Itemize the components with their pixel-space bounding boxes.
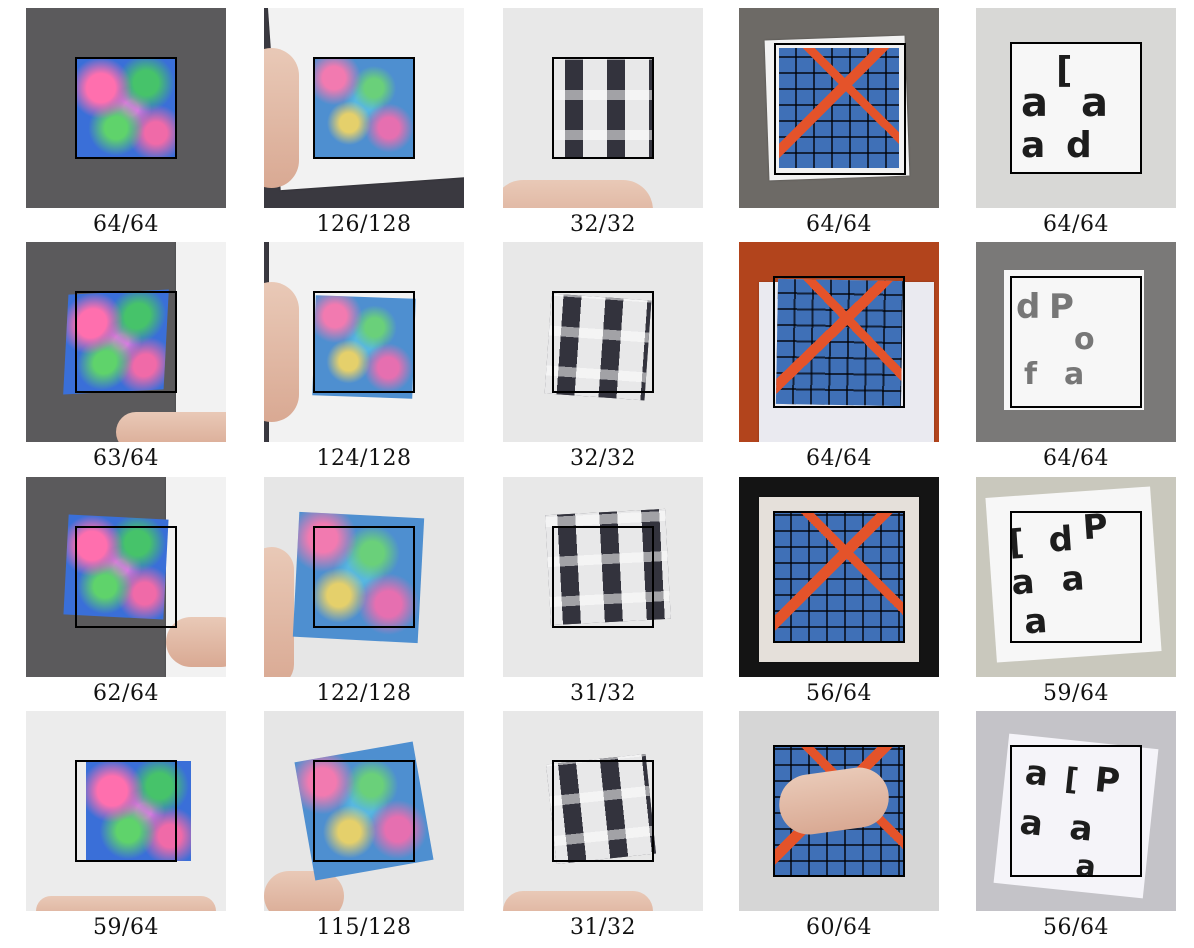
grid-cell-r2c0: 62/64 <box>26 477 226 709</box>
score-caption: 124/128 <box>316 446 412 471</box>
grid-cell-r0c2: 32/32 <box>503 8 703 240</box>
grid-cell-r1c1: 124/128 <box>264 242 464 474</box>
reference-box <box>75 57 177 159</box>
reference-box <box>552 291 654 393</box>
grid-cell-r0c0: 64/64 <box>26 8 226 240</box>
grid-cell-r2c3: 56/64 <box>739 477 939 709</box>
reference-box <box>313 760 415 862</box>
grid-cell-r1c2: 32/32 <box>503 242 703 474</box>
grid-cell-r0c4: a [ a a d 64/64 <box>976 8 1176 240</box>
grid-cell-r1c4: d P o f a 64/64 <box>976 242 1176 474</box>
pattern: d P o f a <box>1004 270 1144 410</box>
photo-r3c1 <box>264 711 464 911</box>
grid-cell-r2c2: 31/32 <box>503 477 703 709</box>
photo-r0c0 <box>26 8 226 208</box>
photo-r0c3 <box>739 8 939 208</box>
score-caption: 64/64 <box>806 446 872 471</box>
pattern <box>553 58 653 158</box>
photo-r2c0 <box>26 477 226 677</box>
score-caption: 56/64 <box>806 681 872 706</box>
reference-box <box>773 745 905 877</box>
reference-box <box>1010 42 1142 174</box>
photo-r2c3 <box>739 477 939 677</box>
photo-r1c1 <box>264 242 464 442</box>
score-caption: 122/128 <box>316 681 412 706</box>
score-caption: 32/32 <box>570 212 636 237</box>
score-caption: 64/64 <box>93 212 159 237</box>
photo-r0c2 <box>503 8 703 208</box>
pattern: a [ a a d <box>1011 43 1141 173</box>
score-caption: 32/32 <box>570 446 636 471</box>
grid-cell-r2c4: [ d P a a a 59/64 <box>976 477 1176 709</box>
grid-cell-r3c1: 115/128 <box>264 711 464 943</box>
score-caption: 115/128 <box>316 915 412 940</box>
score-caption: 64/64 <box>1043 212 1109 237</box>
reference-box <box>75 760 177 862</box>
reference-box <box>75 291 177 393</box>
photo-r2c2 <box>503 477 703 677</box>
score-caption: 126/128 <box>316 212 412 237</box>
score-caption: 59/64 <box>93 915 159 940</box>
score-caption: 31/32 <box>570 681 636 706</box>
grid-cell-r1c0: 63/64 <box>26 242 226 474</box>
photo-r2c1 <box>264 477 464 677</box>
grid-cell-r3c2: 31/32 <box>503 711 703 943</box>
pattern <box>774 512 904 642</box>
score-caption: 62/64 <box>93 681 159 706</box>
pattern <box>76 58 176 158</box>
grid-cell-r0c1: 126/128 <box>264 8 464 240</box>
reference-box <box>1010 511 1142 643</box>
grid-cell-r0c3: 64/64 <box>739 8 939 240</box>
photo-r1c3 <box>739 242 939 442</box>
reference-box <box>1010 276 1142 408</box>
photo-r0c4: a [ a a d <box>976 8 1176 208</box>
score-caption: 59/64 <box>1043 681 1109 706</box>
reference-box <box>313 291 415 393</box>
photo-r1c2 <box>503 242 703 442</box>
score-caption: 64/64 <box>1043 446 1109 471</box>
photo-r0c1 <box>264 8 464 208</box>
reference-box <box>774 43 906 175</box>
reference-box <box>552 57 654 159</box>
grid-cell-r3c0: 59/64 <box>26 711 226 943</box>
reference-box <box>313 57 415 159</box>
reference-box <box>552 526 654 628</box>
reference-box <box>773 511 905 643</box>
photo-r3c4: a [ P a a a <box>976 711 1176 911</box>
grid-cell-r3c4: a [ P a a a 56/64 <box>976 711 1176 943</box>
photo-r2c4: [ d P a a a <box>976 477 1176 677</box>
score-caption: 64/64 <box>806 212 872 237</box>
photo-r3c2 <box>503 711 703 911</box>
reference-box <box>313 526 415 628</box>
pattern <box>86 761 191 861</box>
reference-box <box>552 760 654 862</box>
score-caption: 31/32 <box>570 915 636 940</box>
reference-box <box>75 526 177 628</box>
score-caption: 60/64 <box>806 915 872 940</box>
photo-r3c0 <box>26 711 226 911</box>
pattern <box>314 58 414 158</box>
grid-cell-r1c3: 64/64 <box>739 242 939 474</box>
reference-box <box>773 276 905 408</box>
score-caption: 56/64 <box>1043 915 1109 940</box>
photo-r1c0 <box>26 242 226 442</box>
grid-cell-r2c1: 122/128 <box>264 477 464 709</box>
score-caption: 63/64 <box>93 446 159 471</box>
pattern <box>779 48 899 168</box>
photo-r3c3 <box>739 711 939 911</box>
photo-r1c4: d P o f a <box>976 242 1176 442</box>
reference-box <box>1010 745 1142 877</box>
grid-cell-r3c3: 60/64 <box>739 711 939 943</box>
